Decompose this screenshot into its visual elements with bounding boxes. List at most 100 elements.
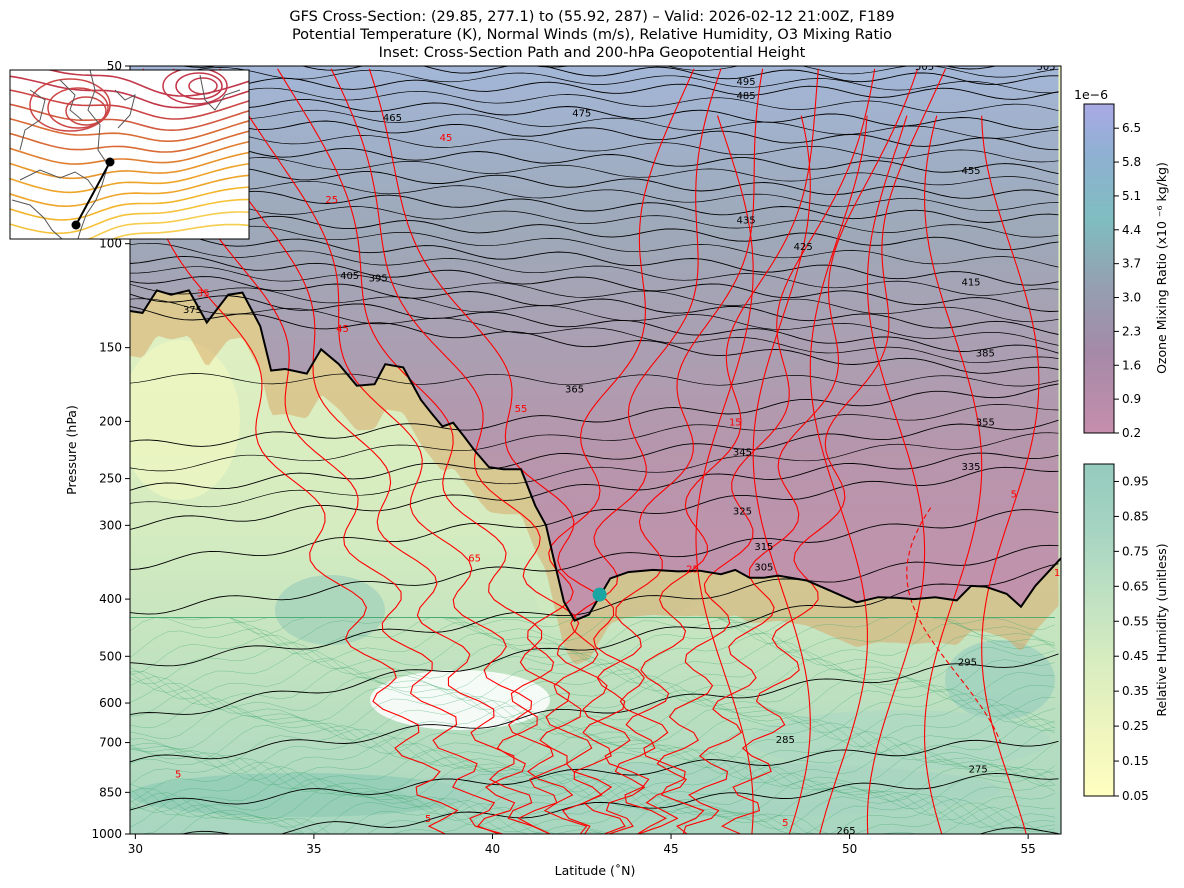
x-tick-label: 40 xyxy=(485,842,500,856)
y-tick-label: 250 xyxy=(99,472,122,486)
ozone-colorbar-tick-label: 5.8 xyxy=(1122,155,1141,169)
rh-patch xyxy=(750,710,1050,770)
rh-contour xyxy=(130,617,1056,655)
rh-colorbar-ticks: 0.05 0.15 0.25 0.35 0.45 0.55 0.65 0.75 0.85 0.95 xyxy=(1114,474,1149,803)
coastline xyxy=(19,169,96,191)
theta-contour xyxy=(130,145,1059,175)
theta-label: 345 xyxy=(733,448,752,459)
x-tick-label: 50 xyxy=(842,842,857,856)
inset-frame xyxy=(9,69,250,240)
height-contour xyxy=(162,70,228,105)
rh-contour xyxy=(130,802,1055,834)
theta-contour xyxy=(130,222,1059,268)
theta-label: 335 xyxy=(961,462,980,473)
rh-contour xyxy=(130,724,1055,769)
rh-patch xyxy=(275,575,385,645)
wind-contour xyxy=(924,115,983,834)
x-axis-label: Latitude (˚N) xyxy=(555,863,636,878)
rh-colorbar-tick-label: 0.65 xyxy=(1122,579,1149,593)
rh-patch xyxy=(130,340,240,500)
coastline xyxy=(19,89,46,151)
potential-temperature-labels: 2652752852953053153253353453553653753853… xyxy=(183,66,1056,837)
tropopause-line xyxy=(130,289,1061,622)
wind-label: 5 xyxy=(175,770,181,781)
y-tick-label: 150 xyxy=(99,341,122,355)
theta-contour xyxy=(130,305,1059,374)
height-contour xyxy=(10,103,249,132)
height-contour xyxy=(175,72,223,100)
coastlines xyxy=(11,70,241,239)
theta-label: 365 xyxy=(565,385,584,396)
wind-label: 5 xyxy=(1011,490,1017,501)
rh-contour xyxy=(130,649,1055,693)
rh-contour xyxy=(130,710,1056,755)
x-axis: 30 35 40 45 50 55 xyxy=(128,834,1036,856)
theta-label: 275 xyxy=(969,765,988,776)
rh-contour xyxy=(130,806,1055,834)
wind-contour xyxy=(866,115,926,834)
cross-section-path xyxy=(71,157,115,230)
theta-label: 415 xyxy=(961,278,980,289)
wind-contour xyxy=(561,68,764,834)
y-tick-label: 500 xyxy=(99,649,122,663)
rh-contour xyxy=(130,657,1055,702)
wind-label: 45 xyxy=(440,133,453,144)
rh-contour xyxy=(130,681,1055,725)
theta-label: 475 xyxy=(572,109,591,120)
geopotential-height-contours xyxy=(10,70,249,239)
theta-label: 375 xyxy=(183,305,202,316)
ozone-colorbar: 1e−6 0.2 0.9 1.6 2.3 3.0 3.7 4.4 5.1 5.8 6.5 Ozon… xyxy=(1074,87,1169,440)
rh-contour xyxy=(130,777,1055,821)
rh-patch xyxy=(130,773,470,817)
theta-label: 395 xyxy=(369,273,388,284)
rh-colorbar-tick-label: 0.85 xyxy=(1122,509,1149,523)
wind-label: 15 xyxy=(1054,568,1067,579)
height-contour xyxy=(10,140,249,165)
theta-contour xyxy=(180,772,1059,834)
y-tick-label: 850 xyxy=(99,785,122,799)
height-contour xyxy=(188,77,218,95)
coastline xyxy=(114,89,136,129)
ozone-colorbar-label: Ozone Mixing Ratio (x10 ⁻⁶ kg/kg) xyxy=(1154,162,1169,374)
ozone-colorbar-tick-label: 0.9 xyxy=(1122,392,1141,406)
chart-title: GFS Cross-Section: (29.85, 277.1) to (55… xyxy=(289,9,894,61)
x-tick-label: 35 xyxy=(306,842,321,856)
ozone-colorbar-ticks: 0.2 0.9 1.6 2.3 3.0 3.7 4.4 5.1 5.8 6.5 xyxy=(1114,121,1141,440)
x-tick-label: 30 xyxy=(128,842,143,856)
theta-label: 315 xyxy=(754,542,773,553)
wind-contour xyxy=(981,115,1040,834)
theta-label: 465 xyxy=(383,113,402,124)
y-tick-label: 400 xyxy=(99,592,122,606)
cross-section-marker xyxy=(592,587,607,602)
theta-contour xyxy=(130,452,1059,530)
height-contour xyxy=(10,198,249,235)
wind-contour xyxy=(605,68,819,834)
height-contour xyxy=(10,162,249,194)
theta-label: 355 xyxy=(976,417,995,428)
title-line-2: Potential Temperature (K), Normal Winds … xyxy=(292,27,892,43)
theta-contour xyxy=(532,66,1059,78)
theta-contour xyxy=(130,544,1059,667)
theta-label: 325 xyxy=(733,506,752,517)
height-contour xyxy=(10,89,249,120)
rh-colorbar: 0.05 0.15 0.25 0.35 0.45 0.55 0.65 0.75 0.85 0.95… xyxy=(1083,463,1169,803)
tropopause-path xyxy=(130,289,1061,622)
wind-label: 5 xyxy=(782,818,788,829)
y-tick-label: 300 xyxy=(99,518,122,532)
height-contour xyxy=(47,87,109,129)
height-contour xyxy=(10,151,249,180)
rh-contour xyxy=(130,674,1055,719)
rh-contour xyxy=(130,704,1056,749)
rh-contour xyxy=(130,797,1055,834)
wind-label: 45 xyxy=(336,324,349,335)
wind-label: 65 xyxy=(468,553,481,564)
theta-label: 425 xyxy=(794,242,813,253)
rh-contour xyxy=(130,749,1056,793)
coastline xyxy=(11,199,63,239)
ozone-colorbar-tick-label: 2.3 xyxy=(1122,324,1141,338)
y-tick-label: 200 xyxy=(99,414,122,428)
theta-label: 265 xyxy=(836,826,855,837)
theta-contour xyxy=(181,66,1059,85)
ozone-colorbar-offset: 1e−6 xyxy=(1074,87,1108,102)
rh-patch xyxy=(370,670,550,730)
